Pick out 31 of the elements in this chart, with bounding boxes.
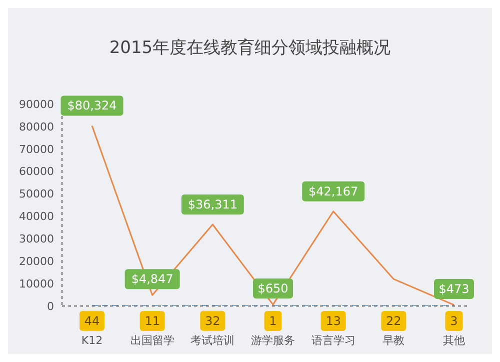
data-label: $42,167 — [308, 184, 358, 198]
x-tick-label: 早教 — [382, 334, 405, 347]
y-tick-label: 40000 — [19, 210, 54, 224]
data-label: 3 — [450, 314, 458, 328]
chart-title: 2015年度在线教育细分领域投融概况 — [108, 37, 392, 59]
y-tick-label: 50000 — [19, 188, 54, 201]
y-tick-label: 70000 — [19, 142, 54, 156]
data-label: 32 — [205, 314, 220, 328]
y-tick-label: 60000 — [19, 165, 54, 178]
y-tick-label: 80000 — [19, 120, 54, 134]
data-label: 13 — [326, 314, 341, 328]
data-label: $650 — [258, 282, 288, 296]
data-label: $473 — [438, 282, 470, 296]
x-tick-label: 语言学习 — [311, 334, 356, 347]
y-tick-label: 10000 — [19, 277, 54, 290]
y-tick-label: 0 — [47, 300, 54, 313]
y-tick-label: 30000 — [19, 232, 54, 246]
data-label: $80,324 — [67, 98, 117, 113]
data-label: 11 — [144, 314, 160, 328]
x-tick-label: 其他 — [443, 334, 465, 347]
data-label: $36,311 — [188, 198, 238, 212]
x-tick-label: K12 — [81, 334, 103, 347]
x-tick-label: 出国留学 — [130, 334, 174, 347]
y-tick-label: 90000 — [19, 98, 54, 111]
data-label: $4,847 — [131, 272, 174, 286]
x-tick-label: 考试培训 — [190, 334, 235, 347]
y-tick-label: 20000 — [19, 255, 54, 268]
data-label: 1 — [269, 314, 277, 328]
data-label: 22 — [386, 314, 402, 328]
x-tick-label: 游学服务 — [251, 334, 295, 347]
data-label: 44 — [84, 314, 100, 328]
